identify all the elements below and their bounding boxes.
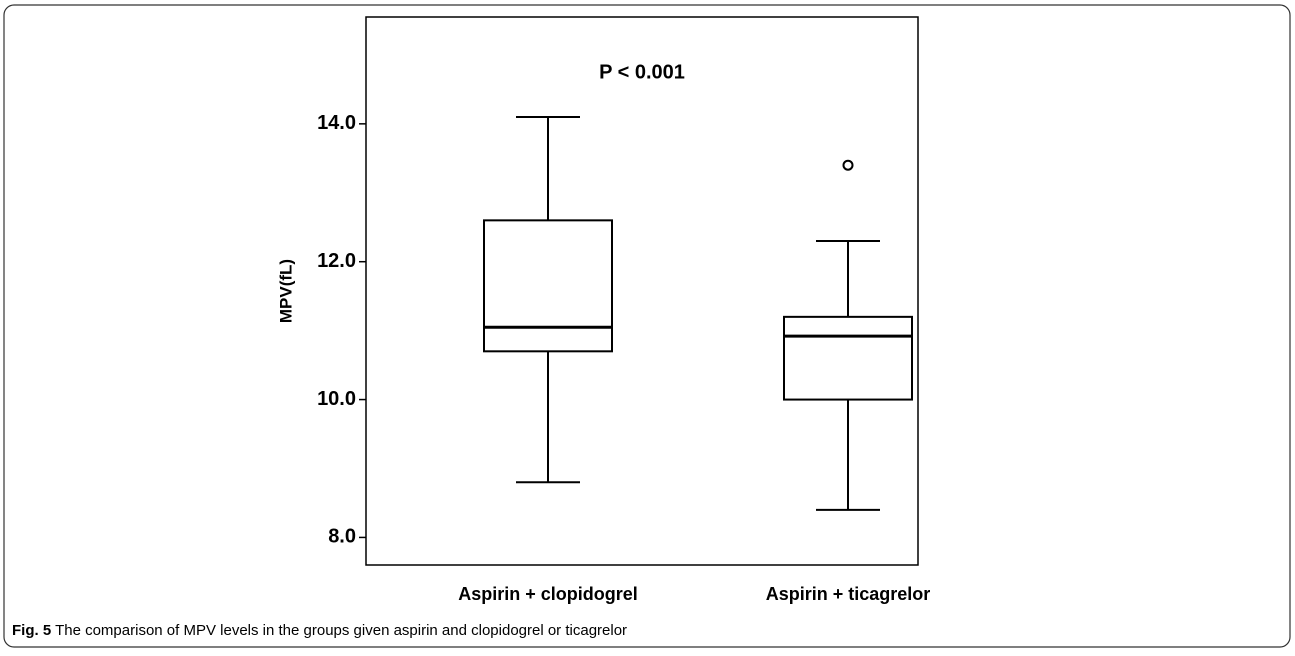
outlier (842, 159, 854, 171)
box (483, 219, 613, 353)
box (783, 315, 913, 401)
y-tick-label: 8.0 (328, 526, 356, 548)
plot-frame (365, 16, 919, 566)
y-tick-label: 10.0 (317, 388, 356, 410)
chart-title: P < 0.001 (599, 61, 685, 83)
caption-text: The comparison of MPV levels in the grou… (55, 622, 627, 639)
caption: Fig. 5 The comparison of MPV levels in t… (12, 622, 627, 639)
y-axis-label: MPV(fL) (276, 259, 295, 323)
figure-frame (3, 4, 1291, 648)
caption-label: Fig. 5 (12, 622, 51, 639)
x-tick-label: Aspirin + ticagrelor (766, 584, 931, 604)
y-tick-label: 14.0 (317, 112, 356, 134)
y-tick-label: 12.0 (317, 250, 356, 272)
x-tick-label: Aspirin + clopidogrel (458, 584, 638, 604)
